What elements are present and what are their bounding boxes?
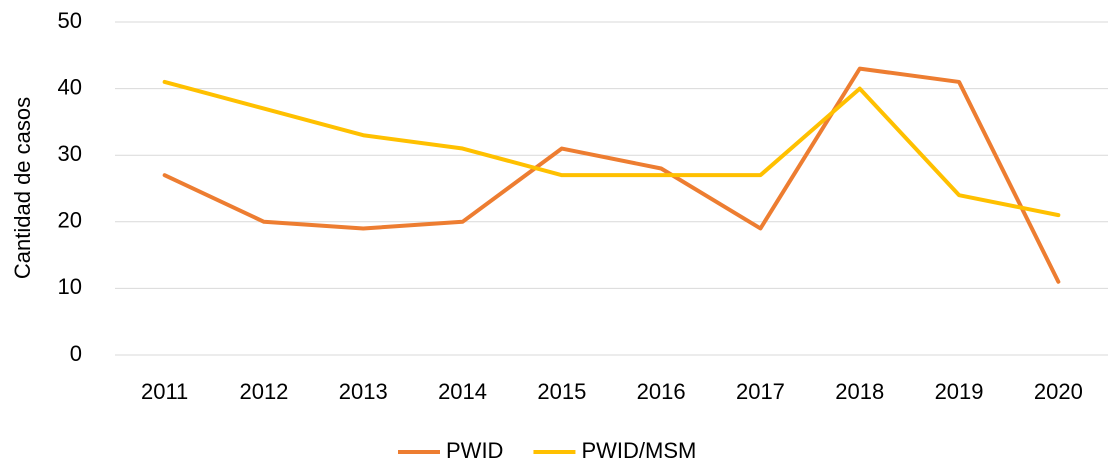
x-tick-label: 2011 — [141, 379, 188, 404]
y-tick-label: 0 — [70, 341, 82, 366]
y-tick-label: 20 — [58, 208, 82, 233]
legend-label: PWID/MSM — [581, 438, 696, 463]
y-tick-label: 30 — [58, 141, 82, 166]
x-tick-label: 2018 — [835, 379, 884, 404]
x-tick-label: 2020 — [1034, 379, 1083, 404]
y-axis-label: Cantidad de casos — [10, 97, 35, 279]
x-tick-label: 2017 — [736, 379, 785, 404]
legend-label: PWID — [446, 438, 503, 463]
y-tick-label: 10 — [58, 274, 82, 299]
y-tick-label: 40 — [58, 74, 82, 99]
x-tick-label: 2016 — [637, 379, 686, 404]
x-tick-label: 2013 — [339, 379, 388, 404]
y-tick-label: 50 — [58, 8, 82, 33]
x-tick-label: 2012 — [239, 379, 288, 404]
x-tick-label: 2015 — [537, 379, 586, 404]
line — [162, 66, 1061, 284]
x-tick-label: 2014 — [438, 379, 487, 404]
line — [162, 79, 1061, 218]
x-tick-label: 2019 — [935, 379, 984, 404]
